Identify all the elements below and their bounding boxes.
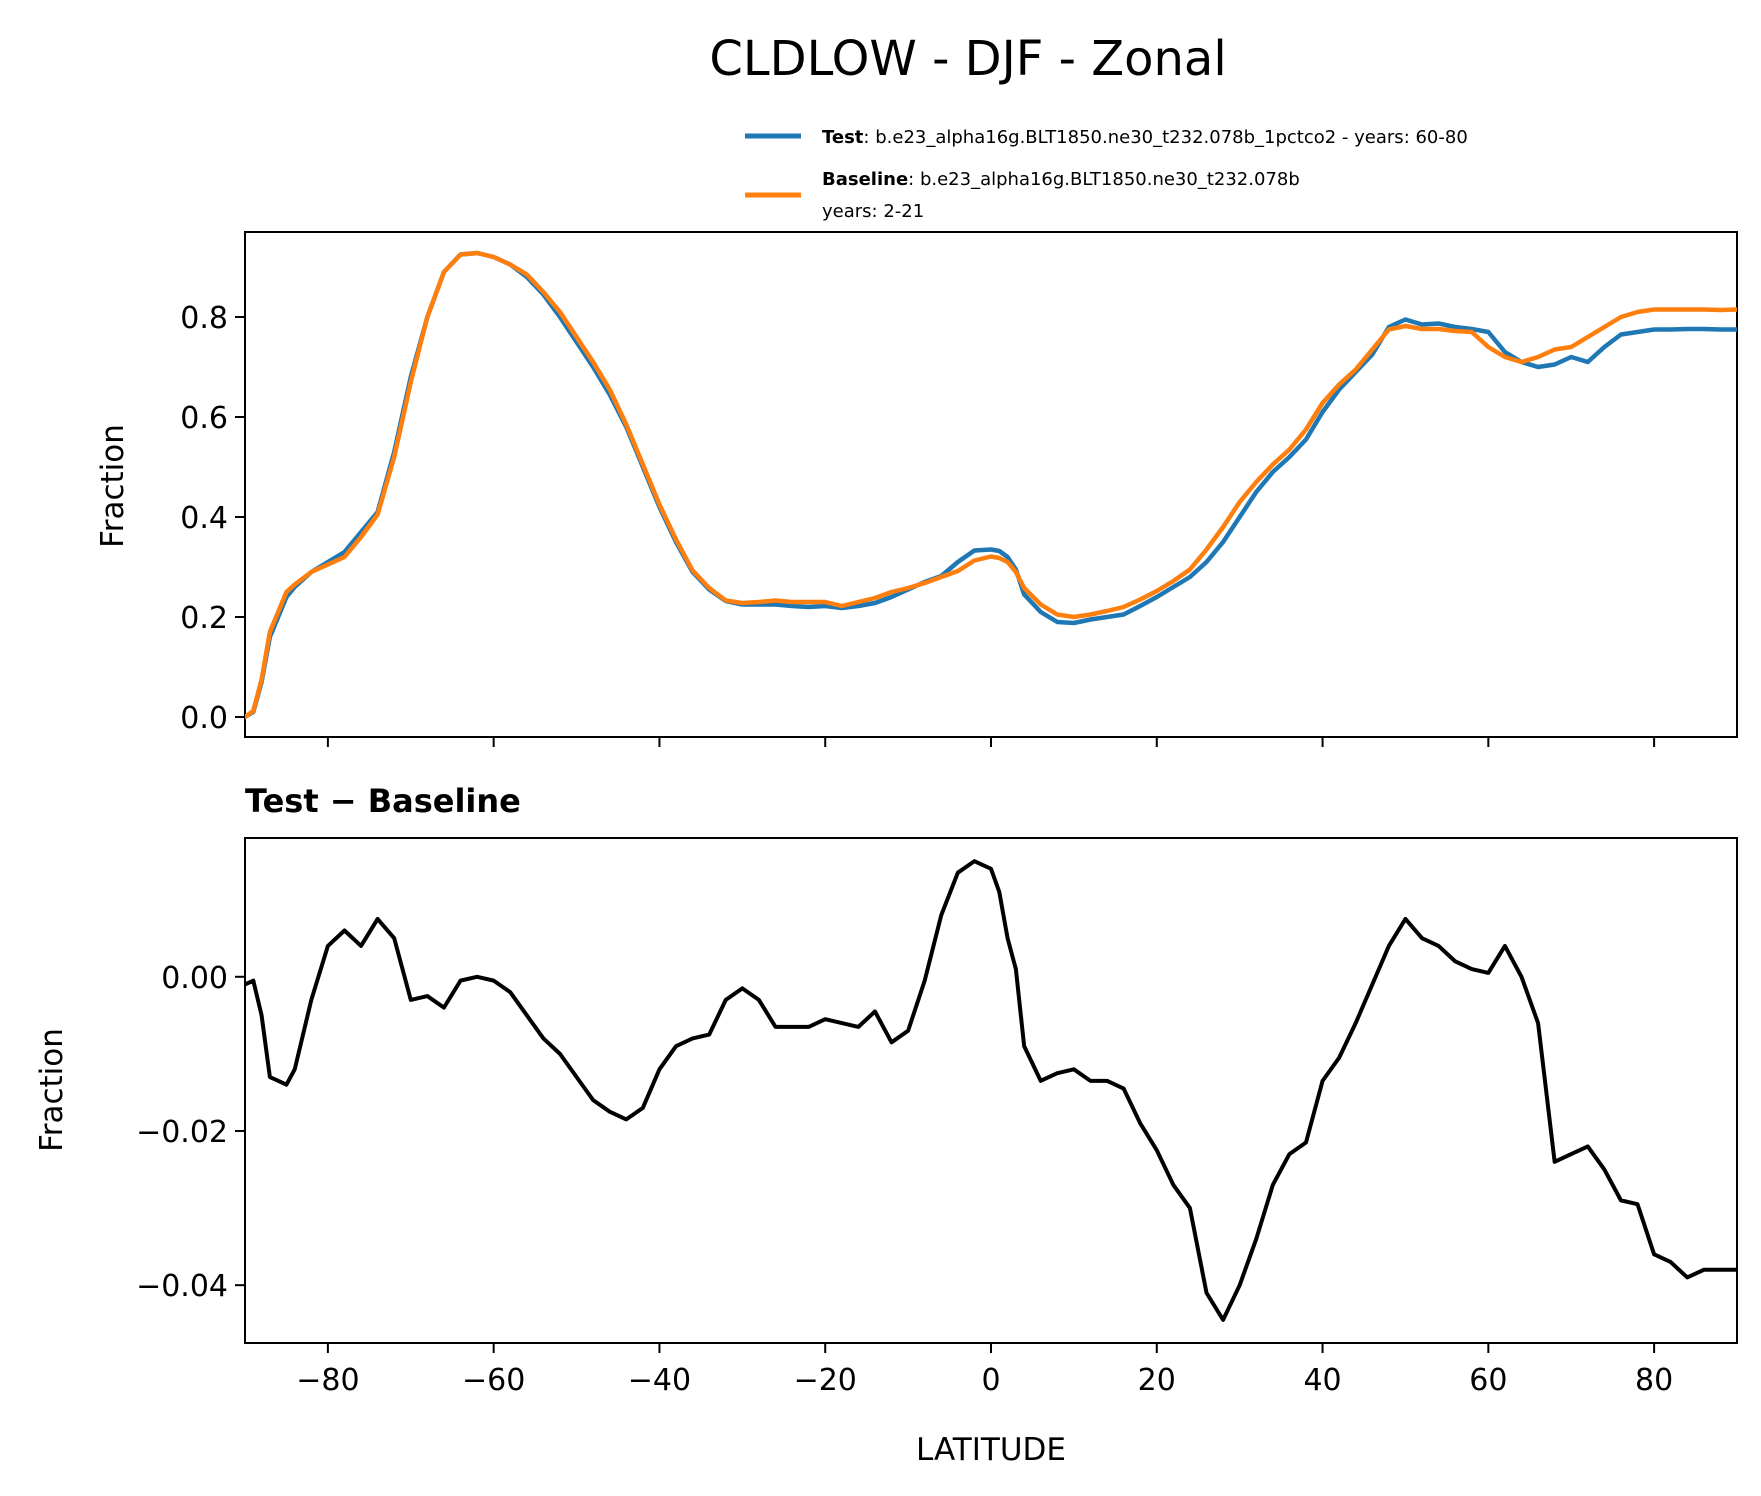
top-y-axis-label: Fraction xyxy=(95,424,131,548)
legend-baseline-text: Baseline: b.e23_alpha16g.BLT1850.ne30_t2… xyxy=(822,169,1300,190)
bottom-panel: Test − Baseline −80 −60 −40 −20 0 20 40 60 80 0.… xyxy=(34,782,1738,1468)
top-plot-area xyxy=(244,231,1738,738)
bottom-x-tick-label: 80 xyxy=(1635,1363,1673,1398)
bottom-x-tick-label: 0 xyxy=(981,1363,1000,1398)
bottom-x-tick-label: 20 xyxy=(1138,1363,1176,1398)
bottom-y-tick-label: −0.04 xyxy=(136,1269,228,1304)
bottom-x-tick-label: −80 xyxy=(296,1363,359,1398)
bottom-panel-title: Test − Baseline xyxy=(245,782,521,820)
top-y-ticks: 0.0 0.2 0.4 0.6 0.8 xyxy=(180,301,245,736)
bottom-x-tick-label: −40 xyxy=(628,1363,691,1398)
top-series-lines xyxy=(245,250,1737,720)
figure-title: CLDLOW - DJF - Zonal xyxy=(709,31,1226,87)
bottom-series-lines xyxy=(245,859,1737,1322)
difference-series-line xyxy=(245,859,1737,1322)
top-y-tick-label: 0.6 xyxy=(180,401,228,436)
test-series-line xyxy=(245,250,1737,720)
bottom-x-tick-label: 60 xyxy=(1469,1363,1507,1398)
x-axis-label: LATITUDE xyxy=(916,1432,1066,1468)
baseline-series-line xyxy=(245,250,1737,720)
top-y-tick-label: 0.8 xyxy=(180,301,228,336)
legend-test-sep: : xyxy=(863,127,875,148)
top-y-tick-label: 0.0 xyxy=(180,701,228,736)
bottom-x-tick-label: −20 xyxy=(794,1363,857,1398)
legend-baseline-sep: : xyxy=(908,169,920,190)
bottom-y-tick-label: −0.02 xyxy=(136,1115,228,1150)
legend-test-name: Test xyxy=(822,127,864,148)
bottom-x-tick-label: 40 xyxy=(1303,1363,1341,1398)
bottom-y-ticks: 0.00 −0.02 −0.04 xyxy=(136,961,245,1304)
legend-baseline-name: Baseline xyxy=(822,169,908,190)
bottom-y-tick-label: 0.00 xyxy=(161,961,228,996)
legend-test-text: Test: b.e23_alpha16g.BLT1850.ne30_t232.0… xyxy=(822,127,1468,148)
top-panel: 0.0 0.2 0.4 0.6 0.8 Fraction xyxy=(95,231,1738,747)
legend-test-description: b.e23_alpha16g.BLT1850.ne30_t232.078b_1p… xyxy=(875,127,1468,148)
legend-baseline-description: b.e23_alpha16g.BLT1850.ne30_t232.078b xyxy=(920,169,1300,190)
bottom-x-tick-label: −60 xyxy=(462,1363,525,1398)
bottom-x-ticks: −80 −60 −40 −20 0 20 40 60 80 xyxy=(296,1343,1673,1398)
legend: Test: b.e23_alpha16g.BLT1850.ne30_t232.0… xyxy=(745,127,1468,222)
legend-baseline-years: years: 2-21 xyxy=(822,201,924,222)
bottom-y-axis-label: Fraction xyxy=(34,1028,70,1152)
bottom-plot-area xyxy=(244,837,1738,1344)
top-x-ticks xyxy=(326,737,1656,747)
top-y-tick-label: 0.2 xyxy=(180,601,228,636)
top-y-tick-label: 0.4 xyxy=(180,501,228,536)
